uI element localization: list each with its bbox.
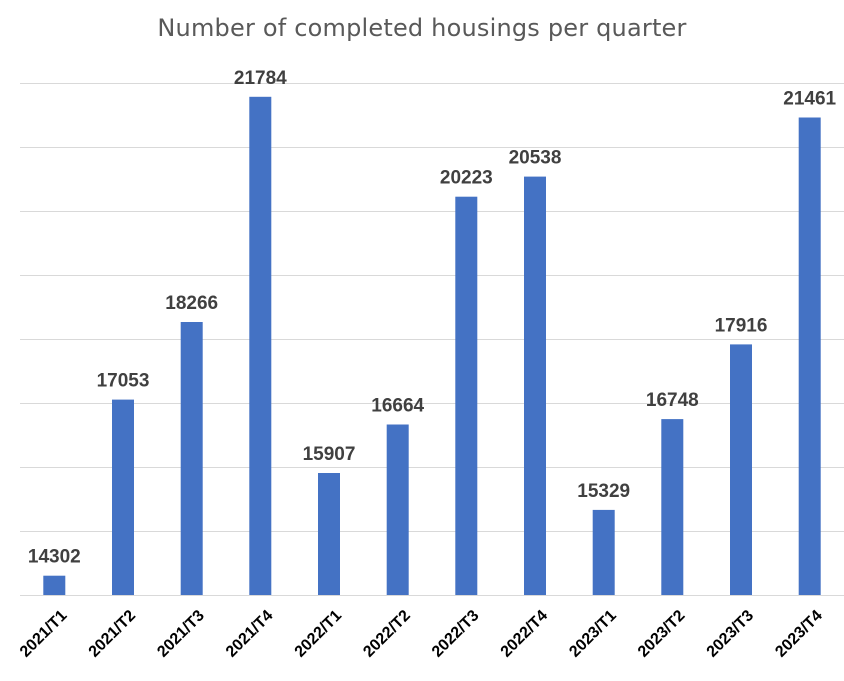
bar-2021-t3 <box>180 322 203 595</box>
data-label: 20538 <box>509 148 562 169</box>
bar-2022-t4 <box>524 176 546 595</box>
bar-2023-t4 <box>798 117 821 595</box>
x-tick-label: 2022/T4 <box>498 607 552 661</box>
data-label: 14302 <box>28 547 81 568</box>
data-label: 17053 <box>97 371 150 392</box>
bar-2021-t2 <box>112 399 134 595</box>
bar-2023-t1 <box>592 509 615 595</box>
x-tick-label: 2023/T1 <box>566 607 620 661</box>
data-labels: 14302 17053 18266 21784 15907 16664 20223 20538… <box>28 68 837 568</box>
x-tick-label: 2023/T3 <box>704 607 758 661</box>
x-tick-label: 2022/T1 <box>292 607 346 661</box>
data-label: 21461 <box>783 89 836 110</box>
x-tick-label: 2022/T3 <box>429 607 483 661</box>
x-tick-label: 2021/T1 <box>17 607 71 661</box>
data-label: 17916 <box>715 315 768 336</box>
data-label: 18266 <box>165 293 218 314</box>
bar-2023-t2 <box>661 419 684 595</box>
bar-2022-t2 <box>386 424 409 595</box>
data-label: 16748 <box>646 390 699 411</box>
x-tick-label: 2023/T2 <box>635 607 689 661</box>
data-label: 15329 <box>577 481 630 502</box>
bar-2021-t4 <box>249 96 272 596</box>
bars <box>43 96 821 596</box>
x-tick-labels: 2021/T1 2021/T2 2021/T3 2021/T4 2022/T1 2022/… <box>17 607 826 661</box>
data-label: 20223 <box>440 168 493 189</box>
x-tick-label: 2021/T3 <box>154 607 208 661</box>
bar-2022-t1 <box>318 473 340 595</box>
x-tick-label: 2022/T2 <box>360 607 414 661</box>
x-tick-label: 2021/T2 <box>86 607 140 661</box>
bar-2022-t3 <box>455 196 478 595</box>
x-tick-label: 2023/T4 <box>772 607 826 661</box>
chart-title: Number of completed housings per quarter <box>157 14 687 42</box>
data-label: 15907 <box>303 444 356 465</box>
data-label: 21784 <box>234 68 287 89</box>
bar-2021-t1 <box>43 575 66 595</box>
bar-2023-t3 <box>730 344 752 595</box>
gridlines <box>20 83 844 596</box>
x-tick-label: 2021/T4 <box>223 607 277 661</box>
data-label: 16664 <box>371 396 424 417</box>
